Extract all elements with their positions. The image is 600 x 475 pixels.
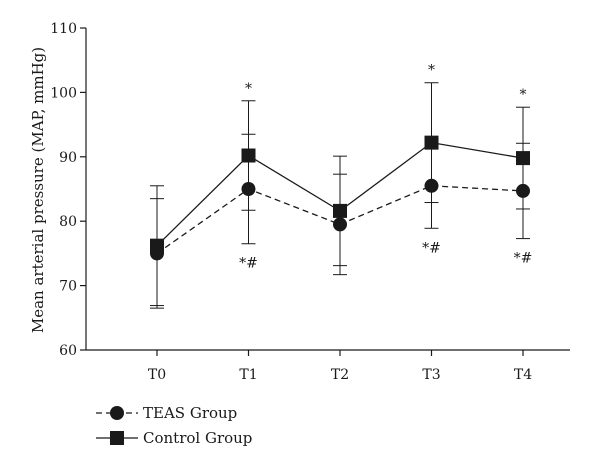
point-teas-group-t3 <box>424 178 439 193</box>
legend-item-teas: TEAS Group <box>96 404 237 422</box>
y-tick-label-100: 100 <box>50 85 77 101</box>
y-axis-title: Mean arterial pressure (MAP, mmHg) <box>29 47 47 333</box>
legend: TEAS Group Control Group <box>96 404 252 447</box>
legend-teas-label: TEAS Group <box>143 404 237 422</box>
x-tick-label-t0: T0 <box>148 367 166 383</box>
annotation-control-group-t1: * <box>245 81 252 97</box>
point-control-group-t0 <box>150 238 164 253</box>
legend-control-label: Control Group <box>143 429 252 447</box>
x-tick-label-t2: T2 <box>331 367 349 383</box>
y-tick-label-80: 80 <box>59 214 77 230</box>
point-teas-group-t1 <box>241 182 256 196</box>
y-tick-label-90: 90 <box>59 150 77 166</box>
legend-item-control: Control Group <box>96 429 252 447</box>
annotation-teas-group-t4: *# <box>514 251 533 267</box>
point-teas-group-t2 <box>333 217 347 232</box>
point-teas-group-t4 <box>516 183 530 198</box>
legend-control-marker <box>110 431 124 445</box>
annotation-control-group-t3: * <box>428 63 435 79</box>
x-tick-label-t3: T3 <box>422 367 440 383</box>
x-tick-label-t4: T4 <box>514 367 532 383</box>
annotation-control-group-t4: * <box>520 87 527 103</box>
point-control-group-t4 <box>516 151 530 166</box>
y-tick-label-110: 110 <box>50 21 77 37</box>
y-tick-label-70: 70 <box>59 279 77 295</box>
point-control-group-t3 <box>424 135 439 150</box>
annotation-teas-group-t3: *# <box>422 240 441 256</box>
x-tick-label-t1: T1 <box>239 367 257 383</box>
annotation-teas-group-t1: *# <box>239 256 258 272</box>
point-control-group-t1 <box>241 148 256 163</box>
point-control-group-t2 <box>333 203 347 218</box>
y-tick-label-60: 60 <box>59 343 77 359</box>
legend-teas-marker <box>110 406 124 420</box>
